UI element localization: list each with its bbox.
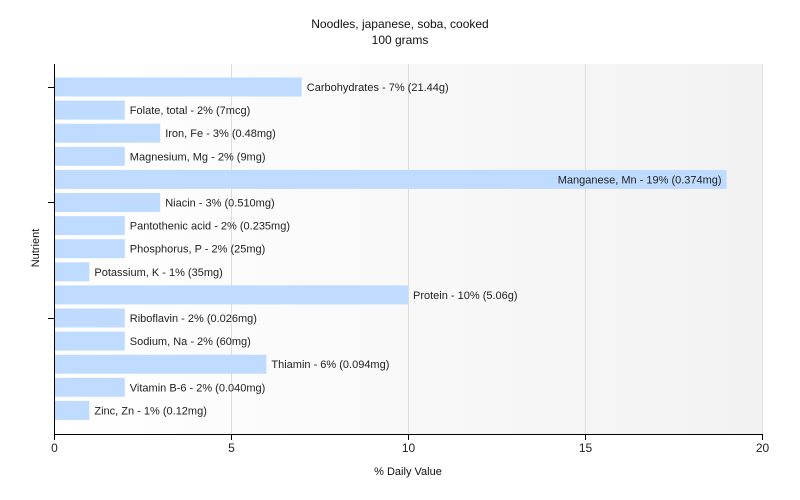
bar-data-label: Zinc, Zn - 1% (0.12mg)	[94, 405, 206, 417]
x-tick-label: 5	[228, 441, 235, 455]
bar-data-label: Phosphorus, P - 2% (25mg)	[130, 244, 266, 256]
bar	[54, 331, 125, 351]
x-tick-label: 20	[756, 441, 770, 455]
bar-data-label: Sodium, Na - 2% (60mg)	[130, 336, 251, 348]
bar	[54, 193, 161, 212]
bar	[54, 100, 125, 120]
bar	[54, 169, 727, 189]
bar-data-label: Niacin - 3% (0.510mg)	[165, 198, 274, 210]
x-tick-label: 10	[402, 441, 416, 455]
bar-data-label: Manganese, Mn - 19% (0.374mg)	[558, 174, 722, 186]
bar-data-label: Iron, Fe - 3% (0.48mg)	[165, 128, 276, 140]
bar-data-label: Carbohydrates - 7% (21.44g)	[307, 82, 449, 94]
chart-title: Noodles, japanese, soba, cooked 100 gram…	[0, 16, 800, 48]
bar-data-label: Folate, total - 2% (7mcg)	[130, 105, 250, 117]
bar	[54, 308, 125, 328]
bar-data-label: Riboflavin - 2% (0.026mg)	[130, 313, 257, 325]
bar	[54, 77, 302, 97]
bars: Carbohydrates - 7% (21.44g) Folate, total…	[54, 77, 727, 420]
bar	[54, 262, 90, 282]
bar	[54, 146, 125, 166]
bar-data-label: Vitamin B-6 - 2% (0.040mg)	[130, 382, 266, 394]
chart-subtitle-text: 100 grams	[371, 33, 429, 47]
bar	[54, 354, 267, 374]
bar-data-label: Thiamin - 6% (0.094mg)	[271, 359, 389, 371]
x-tick-label: 0	[51, 441, 58, 455]
bar	[54, 285, 408, 305]
bar-data-label: Pantothenic acid - 2% (0.235mg)	[130, 221, 290, 233]
bar	[54, 377, 125, 397]
bar-data-label: Potassium, K - 1% (35mg)	[94, 267, 222, 279]
x-axis-title: % Daily Value	[374, 466, 442, 478]
x-tick-label: 15	[579, 441, 593, 455]
bar	[54, 216, 125, 236]
bar-data-label: Magnesium, Mg - 2% (9mg)	[130, 151, 266, 163]
bar-data-label: Protein - 10% (5.06g)	[413, 290, 518, 302]
bar	[54, 123, 161, 143]
chart-title-text: Noodles, japanese, soba, cooked	[311, 17, 489, 31]
bar	[54, 400, 90, 420]
axes: 0 5 10 15 20	[48, 64, 769, 455]
bar	[54, 239, 125, 259]
